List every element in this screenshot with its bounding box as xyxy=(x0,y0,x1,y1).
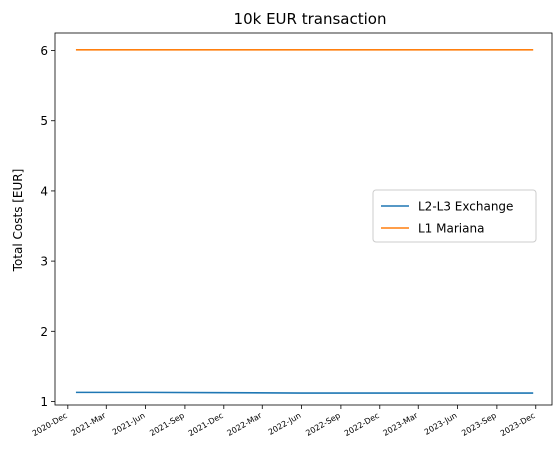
chart-title: 10k EUR transaction xyxy=(234,10,387,28)
y-axis: 1 2 3 4 5 6 xyxy=(40,44,55,409)
plot-frame xyxy=(54,32,553,406)
x-tick-label: 2021-Mar xyxy=(70,411,108,438)
x-tick-label: 2023-Mar xyxy=(382,411,420,438)
legend-box xyxy=(372,189,537,243)
x-tick-label: 2022-Sep xyxy=(304,411,342,438)
x-tick-label: 2023-Dec xyxy=(499,411,537,438)
x-axis: 2020-Dec 2021-Mar 2021-Jun 2021-Sep 2021-Dec… xyxy=(31,405,537,438)
x-tick-label: 2022-Mar xyxy=(226,411,264,438)
y-tick-label: 2 xyxy=(40,325,48,339)
plot-area xyxy=(54,32,553,406)
x-tick-label: 2021-Dec xyxy=(187,411,225,438)
series-line-1 xyxy=(75,391,534,394)
x-tick-label: 2023-Sep xyxy=(460,411,498,438)
legend-label: L1 Mariana xyxy=(418,222,484,236)
y-axis-label: Total Costs [EUR] xyxy=(11,169,25,273)
y-tick-label: 3 xyxy=(40,255,48,269)
y-tick-label: 6 xyxy=(40,44,48,58)
legend-label: L2-L3 Exchange xyxy=(418,200,513,214)
series-group xyxy=(75,49,534,394)
y-tick-label: 1 xyxy=(40,395,48,409)
x-tick-label: 2022-Dec xyxy=(343,411,381,438)
y-tick-label: 5 xyxy=(40,114,48,128)
y-tick-label: 4 xyxy=(40,184,48,198)
x-tick-label: 2023-Jun xyxy=(423,411,459,437)
legend: L2-L3 Exchange L1 Mariana xyxy=(372,189,537,243)
x-tick-label: 2022-Jun xyxy=(267,411,303,437)
x-tick-label: 2021-Jun xyxy=(111,411,147,437)
x-tick-label: 2021-Sep xyxy=(148,411,186,438)
x-tick-label: 2020-Dec xyxy=(31,411,69,438)
